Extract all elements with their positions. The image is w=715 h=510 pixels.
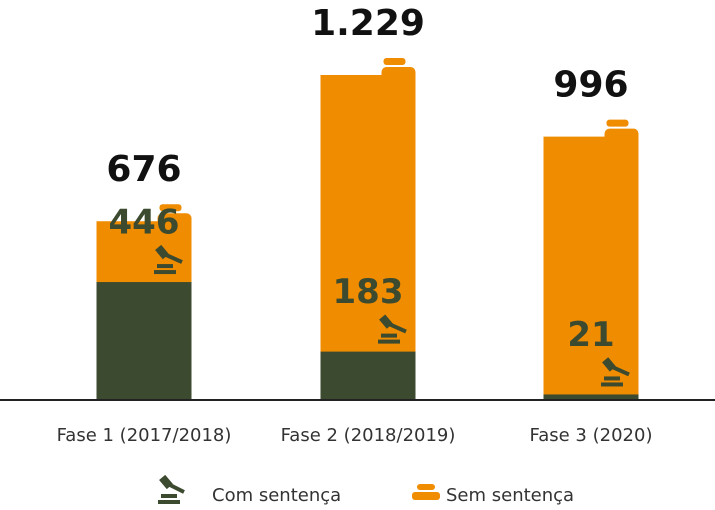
total-label: 676 [106, 149, 181, 190]
legend-label: Sem sentença [446, 485, 574, 506]
bar-total [543, 136, 639, 401]
bar-cap [381, 67, 416, 81]
bar-com [320, 351, 416, 400]
value-label: 446 [109, 203, 180, 243]
gavel-part [387, 321, 407, 334]
gavel-icon [154, 244, 183, 275]
x-tick-label: Fase 1 (2017/2018) [57, 425, 232, 446]
total-label: 996 [553, 65, 628, 106]
gavel-part [163, 252, 183, 264]
gavel-part [604, 376, 620, 381]
bar-com [543, 394, 639, 400]
bar-cap [157, 213, 192, 228]
gavel-icon [378, 314, 407, 344]
gavel-part [381, 333, 397, 338]
gavel-part [154, 270, 176, 275]
x-tick-label: Fase 3 (2020) [530, 425, 653, 446]
bar-cap [159, 204, 182, 212]
gavel-part [157, 264, 173, 269]
gavel-part [610, 364, 630, 377]
gavel-icon [601, 357, 630, 387]
bar-com [96, 282, 192, 400]
total-label: 1.229 [311, 3, 425, 44]
bar-total [320, 75, 416, 400]
bar-cap [606, 119, 629, 127]
x-tick-label: Fase 2 (2018/2019) [281, 425, 456, 446]
value-label: 183 [333, 272, 404, 312]
gavel-part [601, 382, 623, 387]
legend-label: Com sentença [212, 485, 341, 506]
value-label: 21 [567, 315, 614, 355]
gavel-part [378, 339, 400, 344]
bar-cap [604, 128, 639, 143]
legend-icon-cap [412, 484, 440, 500]
legend-icon-gavel [158, 474, 185, 504]
bar-cap [383, 58, 406, 65]
